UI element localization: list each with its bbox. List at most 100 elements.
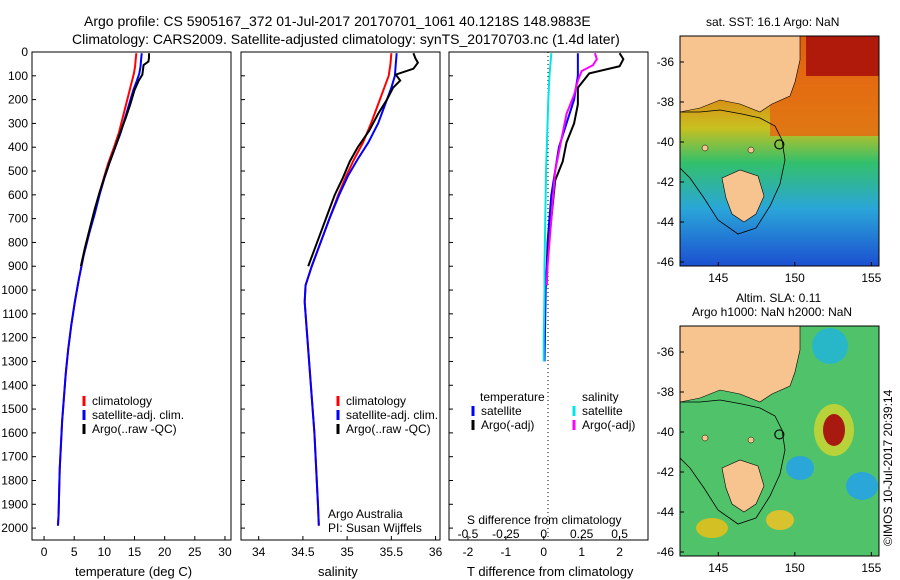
x-tick-label: -1: [501, 545, 512, 559]
legend-label-climatology: climatology: [346, 394, 406, 408]
salinity-xlabel: salinity: [318, 564, 358, 579]
series-line-s-argo-adj-: [545, 52, 598, 286]
credit-text: Argo Australia: [328, 507, 403, 521]
tasmania: [721, 169, 765, 223]
depth-tick-label: 400: [8, 140, 28, 154]
sla-low-eddy-2: [786, 456, 814, 480]
sst-map-title: sat. SST: 16.1 Argo: NaN: [706, 15, 839, 29]
salinity-axes-frame: [240, 51, 441, 541]
x-tick-label-top: -0.25: [492, 527, 520, 541]
depth-tick-label: 2000: [1, 521, 28, 535]
depth-tick-label: 600: [8, 188, 28, 202]
map-y-tick-label: -36: [657, 345, 675, 359]
sla-map-title-1: Altim. SLA: 0.11: [736, 291, 821, 305]
sla-low-eddy-1: [812, 328, 848, 364]
depth-tick-label: 1400: [1, 378, 28, 392]
map-y-tick-label: -38: [657, 385, 675, 399]
map-y-tick-label: -46: [657, 545, 675, 559]
legend-label-s-argo: Argo(-adj): [582, 418, 635, 432]
map-y-tick-label: -40: [657, 135, 675, 149]
sla-high-eddy-2: [766, 510, 794, 530]
x-tick-label: 1: [578, 545, 585, 559]
map-x-tick-label: 155: [861, 271, 881, 285]
x-tick-label: 34: [252, 545, 266, 559]
mainland-australia: [680, 326, 801, 403]
temperature-axes-frame: [31, 51, 232, 541]
temperature-panel: temperature (deg C) climatology satellit…: [31, 51, 232, 579]
mainland-australia: [680, 36, 801, 113]
depth-tick-label: 100: [8, 69, 28, 83]
legend-label-satellite: satellite-adj. clim.: [92, 408, 184, 422]
sst-map: sat. SST: 16.1 Argo: NaN: [679, 15, 880, 267]
legend-header-temperature: temperature: [480, 390, 545, 404]
temperature-xlabel: temperature (deg C): [75, 564, 192, 579]
header-line2: Climatology: CARS2009. Satellite-adjuste…: [72, 31, 620, 47]
map-y-tick-label: -44: [657, 215, 675, 229]
x-tick-label-top: 0.25: [570, 527, 594, 541]
depth-tick-label: 500: [8, 164, 28, 178]
x-tick-label: 0: [540, 545, 547, 559]
depth-tick-label: 1600: [1, 426, 28, 440]
depth-tick-label: 200: [8, 93, 28, 107]
x-tick-label: 30: [218, 545, 232, 559]
map-y-tick-label: -42: [657, 175, 675, 189]
pi-text: PI: Susan Wijffels: [328, 521, 422, 535]
flinders-island: [747, 146, 755, 154]
legend-label-argo: Argo(..raw -QC): [346, 422, 431, 436]
shelf-contour: [680, 109, 786, 235]
header-line1: Argo profile: CS 5905167_372 01-Jul-2017…: [84, 13, 591, 29]
map-x-tick-label: 145: [708, 561, 728, 575]
depth-tick-label: 300: [8, 116, 28, 130]
imos-stamp: ©IMOS 10-Jul-2017 20:39:14: [881, 389, 895, 546]
legend-label-climatology: climatology: [92, 394, 152, 408]
x-tick-label: -2: [463, 545, 474, 559]
depth-tick-label: 1000: [1, 283, 28, 297]
legend-label-t-argo: Argo(-adj): [481, 418, 534, 432]
salinity-legend: climatology satellite-adj. clim. Argo(..…: [336, 394, 438, 436]
sla-map-title-2: Argo h1000: NaN h2000: NaN: [692, 305, 852, 319]
x-tick-label: 35.5: [380, 545, 404, 559]
depth-tick-label: 800: [8, 235, 28, 249]
x-tick-label: 36: [429, 545, 443, 559]
sla-high-eddy: [696, 518, 728, 538]
depth-tick-label: 0: [21, 45, 28, 59]
series-line-s-satellite: [542, 53, 553, 362]
x-tick-label: 34.5: [291, 545, 315, 559]
difference-xlabel: T difference from climatology: [467, 564, 634, 579]
legend-label-t-satellite: satellite: [481, 404, 522, 418]
depth-tick-label: 900: [8, 259, 28, 273]
x-tick-label-top: 0.5: [611, 527, 628, 541]
difference-legend: temperature salinity satellite Argo(-adj…: [471, 390, 635, 432]
map-y-tick-label: -46: [657, 255, 675, 269]
x-tick-label: 20: [158, 545, 172, 559]
chart-marks: 0100200300400500600700800900100011001200…: [1, 45, 881, 575]
x-tick-label: 25: [188, 545, 202, 559]
x-tick-label: 10: [98, 545, 112, 559]
sla-low-eddy-3: [846, 472, 878, 500]
x-tick-label: 15: [128, 545, 142, 559]
sst-map-frame: [679, 35, 880, 267]
king-island: [701, 434, 709, 442]
x-tick-label: 2: [616, 545, 623, 559]
temperature-legend: climatology satellite-adj. clim. Argo(..…: [82, 394, 184, 436]
legend-label-s-satellite: satellite: [582, 404, 623, 418]
shelf-contour: [680, 399, 786, 525]
series-line-argo-raw-qc-: [307, 52, 420, 267]
x-tick-label: 35: [340, 545, 354, 559]
sst-hot-core: [806, 36, 879, 76]
depth-tick-label: 1200: [1, 331, 28, 345]
map-x-tick-label: 145: [708, 271, 728, 285]
sla-map-frame: [679, 325, 880, 557]
legend-label-satellite: satellite-adj. clim.: [346, 408, 438, 422]
map-x-tick-label: 150: [785, 561, 805, 575]
x-tick-label-top: 0: [540, 527, 547, 541]
map-y-tick-label: -40: [657, 425, 675, 439]
map-x-tick-label: 150: [785, 271, 805, 285]
depth-tick-label: 1900: [1, 497, 28, 511]
map-y-tick-label: -44: [657, 505, 675, 519]
legend-label-argo: Argo(..raw -QC): [92, 422, 177, 436]
sla-map: Altim. SLA: 0.11 Argo h1000: NaN h2000: …: [679, 291, 880, 557]
salinity-panel: salinity climatology satellite-adj. clim…: [240, 51, 441, 579]
x-tick-label-top: -0.5: [458, 527, 479, 541]
